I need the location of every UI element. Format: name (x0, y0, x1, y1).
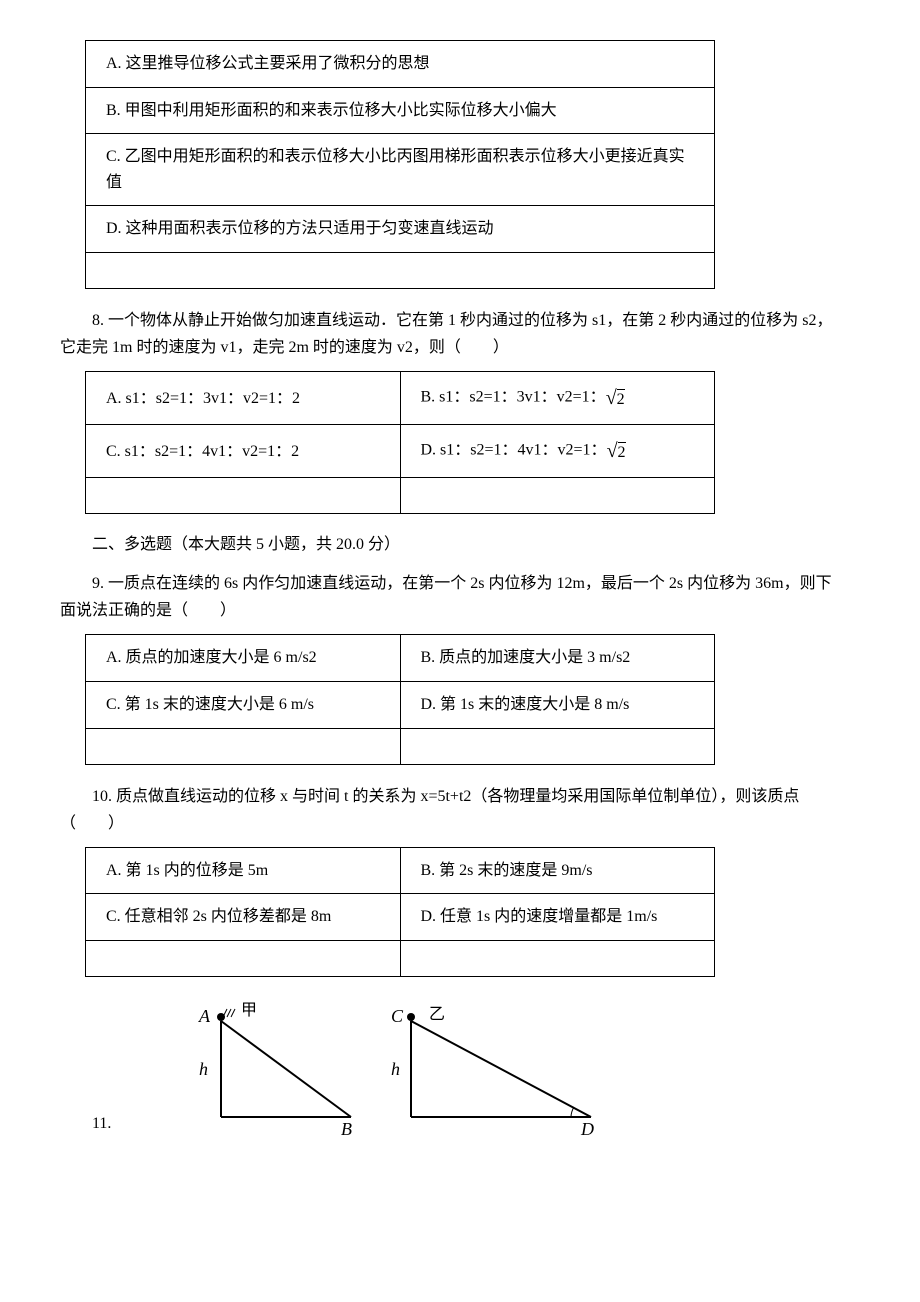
q8-opt-a: A. s1：s2=1：3v1：v2=1：2 (86, 372, 401, 425)
q10-opt-b: B. 第 2s 末的速度是 9m/s (400, 847, 715, 894)
ball-a-icon (217, 1013, 225, 1021)
q10-opt-d: D. 任意 1s 内的速度增量都是 1m/s (400, 894, 715, 941)
q8-opt-b-prefix: B. s1：s2=1：3v1：v2=1： (421, 389, 606, 406)
q10-empty-1 (86, 941, 401, 977)
q7-options-table: A. 这里推导位移公式主要采用了微积分的思想 B. 甲图中利用矩形面积的和来表示… (85, 40, 715, 289)
q10-opt-a: A. 第 1s 内的位移是 5m (86, 847, 401, 894)
q11-diagram: A 甲 h B C 乙 h D (151, 997, 611, 1137)
q8-opt-d: D. s1：s2=1：4v1：v2=1：√2 (400, 425, 715, 478)
ball-c-icon (407, 1013, 415, 1021)
q9-empty-1 (86, 728, 401, 764)
sqrt-icon: √2 (606, 382, 625, 414)
q8-options-table: A. s1：s2=1：3v1：v2=1：2 B. s1：s2=1：3v1：v2=… (85, 371, 715, 514)
left-hypotenuse (221, 1021, 351, 1117)
q7-opt-b: B. 甲图中利用矩形面积的和来表示位移大小比实际位移大小偏大 (86, 87, 715, 134)
label-yi: 乙 (429, 1006, 445, 1023)
label-A: A (198, 1006, 211, 1026)
q9-opt-d: D. 第 1s 末的速度大小是 8 m/s (400, 681, 715, 728)
q9-options-table: A. 质点的加速度大小是 6 m/s2 B. 质点的加速度大小是 3 m/s2 … (85, 634, 715, 764)
q9-opt-c: C. 第 1s 末的速度大小是 6 m/s (86, 681, 401, 728)
q10-text: 10. 质点做直线运动的位移 x 与时间 t 的关系为 x=5t+t2（各物理量… (60, 783, 840, 837)
sqrt-icon: √2 (607, 435, 626, 467)
q10-opt-c: C. 任意相邻 2s 内位移差都是 8m (86, 894, 401, 941)
q8-empty-1 (86, 478, 401, 514)
q11-label: 11. (60, 1111, 111, 1137)
q9-opt-a: A. 质点的加速度大小是 6 m/s2 (86, 635, 401, 682)
label-D: D (580, 1119, 594, 1137)
section-2-header: 二、多选题（本大题共 5 小题，共 20.0 分） (60, 532, 840, 558)
q8-opt-d-prefix: D. s1：s2=1：4v1：v2=1： (421, 442, 607, 459)
q9-text: 9. 一质点在连续的 6s 内作匀加速直线运动，在第一个 2s 内位移为 12m… (60, 570, 840, 624)
label-C: C (391, 1006, 404, 1026)
q10-options-table: A. 第 1s 内的位移是 5m B. 第 2s 末的速度是 9m/s C. 任… (85, 847, 715, 977)
label-h2: h (391, 1059, 400, 1079)
right-hypotenuse (411, 1021, 591, 1117)
q9-empty-2 (400, 728, 715, 764)
q8-opt-b: B. s1：s2=1：3v1：v2=1：√2 (400, 372, 715, 425)
angle-arc (571, 1107, 574, 1117)
q7-empty-row (86, 252, 715, 288)
q7-opt-a: A. 这里推导位移公式主要采用了微积分的思想 (86, 41, 715, 88)
q9-opt-b: B. 质点的加速度大小是 3 m/s2 (400, 635, 715, 682)
q10-empty-2 (400, 941, 715, 977)
q7-opt-c: C. 乙图中用矩形面积的和表示位移大小比丙图用梯形面积表示位移大小更接近真实值 (86, 134, 715, 206)
q8-text: 8. 一个物体从静止开始做匀加速直线运动．它在第 1 秒内通过的位移为 s1，在… (60, 307, 840, 361)
q8-opt-c: C. s1：s2=1：4v1：v2=1：2 (86, 425, 401, 478)
q11-row: 11. A 甲 h B C 乙 h D (60, 997, 840, 1137)
label-h1: h (199, 1059, 208, 1079)
label-jia: 甲 (241, 1002, 257, 1019)
q7-opt-d: D. 这种用面积表示位移的方法只适用于匀变速直线运动 (86, 206, 715, 253)
q8-empty-2 (400, 478, 715, 514)
label-B: B (341, 1119, 352, 1137)
